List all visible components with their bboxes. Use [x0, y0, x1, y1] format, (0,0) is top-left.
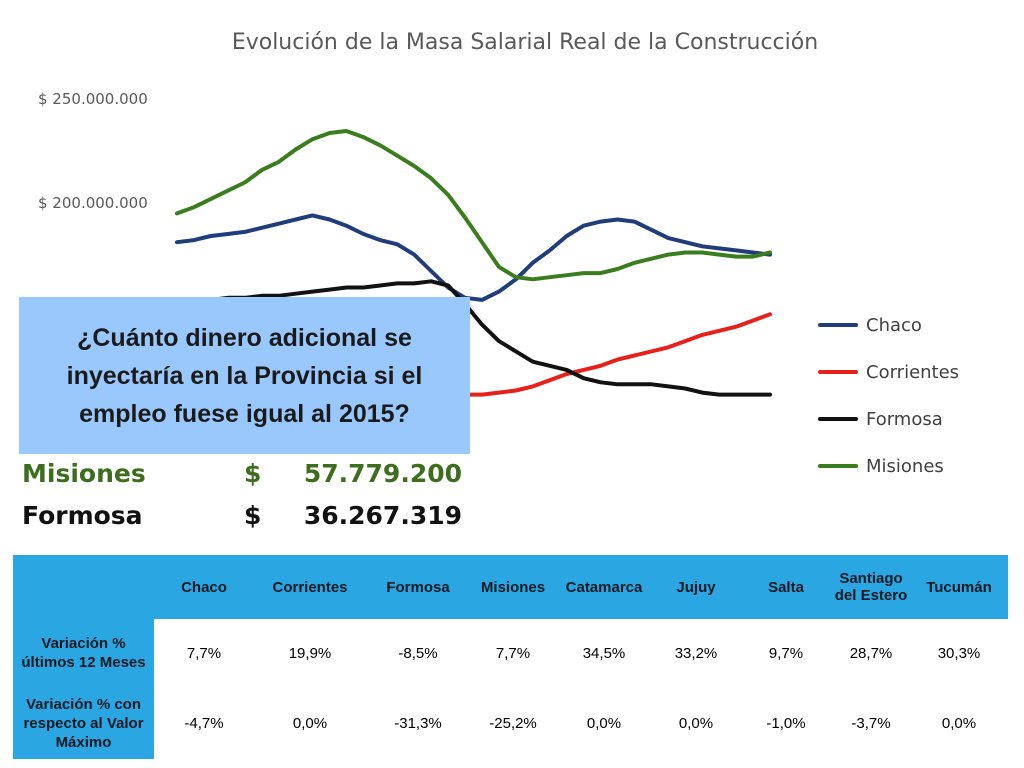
- legend-swatch: [818, 370, 858, 374]
- y-tick-label-250m: $ 250.000.000: [38, 90, 148, 108]
- amount-currency-sign: $: [244, 501, 262, 530]
- table-cell: 0,0%: [586, 714, 622, 732]
- table-row: Variación % con respecto al Valor Máximo…: [13, 687, 1008, 759]
- legend-swatch: [818, 464, 858, 468]
- table-cell: 9,7%: [768, 644, 804, 662]
- table-cell: -3,7%: [851, 714, 891, 732]
- amount-currency-sign: $: [244, 459, 262, 488]
- column-header: Santiago del Estero: [832, 555, 910, 619]
- table-cell: 7,7%: [495, 644, 531, 662]
- legend-item-chaco: Chaco: [818, 313, 922, 337]
- amount-province-label: Misiones: [22, 459, 146, 488]
- legend-label: Chaco: [866, 314, 922, 336]
- column-header: Formosa: [366, 555, 470, 619]
- table-cell: -4,7%: [184, 714, 224, 732]
- column-header: Corrientes: [254, 555, 366, 619]
- column-header: Salta: [740, 555, 832, 619]
- line-chart: [175, 129, 772, 420]
- column-header: Chaco: [154, 555, 254, 619]
- amount-value: 57.779.200: [303, 459, 462, 488]
- table-row: Variación % últimos 12 Meses 7,7% 19,9% …: [13, 619, 1008, 687]
- table-cell: -8,5%: [398, 644, 438, 662]
- table-cell: 7,7%: [186, 644, 222, 662]
- table-cell: 0,0%: [941, 714, 977, 732]
- variation-table: Chaco Corrientes Formosa Misiones Catama…: [13, 555, 1008, 759]
- callout-question-text: ¿Cuánto dinero adicional se inyectaría e…: [66, 323, 423, 428]
- row-header: Variación % últimos 12 Meses: [13, 619, 154, 687]
- table-cell: -25,2%: [489, 714, 537, 732]
- table-cell: 34,5%: [582, 644, 626, 662]
- column-header: Tucumán: [910, 555, 1008, 619]
- series-line-chaco: [175, 213, 772, 302]
- amount-row-misiones: Misiones $ 57.779.200: [22, 459, 462, 499]
- table-cell: 19,9%: [288, 644, 332, 662]
- legend-item-formosa: Formosa: [818, 407, 943, 431]
- series-line-misiones: [175, 129, 772, 282]
- table-cell: 0,0%: [678, 714, 714, 732]
- series-line-formosa: [175, 279, 772, 397]
- legend-item-misiones: Misiones: [818, 454, 944, 478]
- table-cell: -31,3%: [394, 714, 442, 732]
- legend-label: Corrientes: [866, 361, 960, 383]
- legend-item-corrientes: Corrientes: [818, 360, 959, 384]
- legend-swatch: [818, 323, 858, 327]
- question-callout: ¿Cuánto dinero adicional se inyectaría e…: [19, 297, 470, 454]
- table-cell: 30,3%: [937, 644, 981, 662]
- table-cell: 28,7%: [849, 644, 893, 662]
- legend-swatch: [818, 417, 858, 421]
- table-header-row: Chaco Corrientes Formosa Misiones Catama…: [13, 555, 1008, 619]
- table-corner-cell: [13, 555, 154, 619]
- amount-province-label: Formosa: [22, 501, 143, 530]
- table-cell: 33,2%: [674, 644, 718, 662]
- column-header: Jujuy: [652, 555, 740, 619]
- row-header: Variación % con respecto al Valor Máximo: [13, 687, 154, 759]
- legend-label: Formosa: [866, 408, 943, 430]
- chart-title: Evolución de la Masa Salarial Real de la…: [231, 30, 819, 55]
- amount-value: 36.267.319: [303, 501, 462, 530]
- amount-row-formosa: Formosa $ 36.267.319: [22, 501, 462, 541]
- y-tick-label-200m: $ 200.000.000: [38, 194, 148, 212]
- column-header: Misiones: [470, 555, 556, 619]
- column-header: Catamarca: [556, 555, 652, 619]
- table-cell: 0,0%: [292, 714, 328, 732]
- table-cell: -1,0%: [766, 714, 806, 732]
- legend-label: Misiones: [866, 455, 944, 477]
